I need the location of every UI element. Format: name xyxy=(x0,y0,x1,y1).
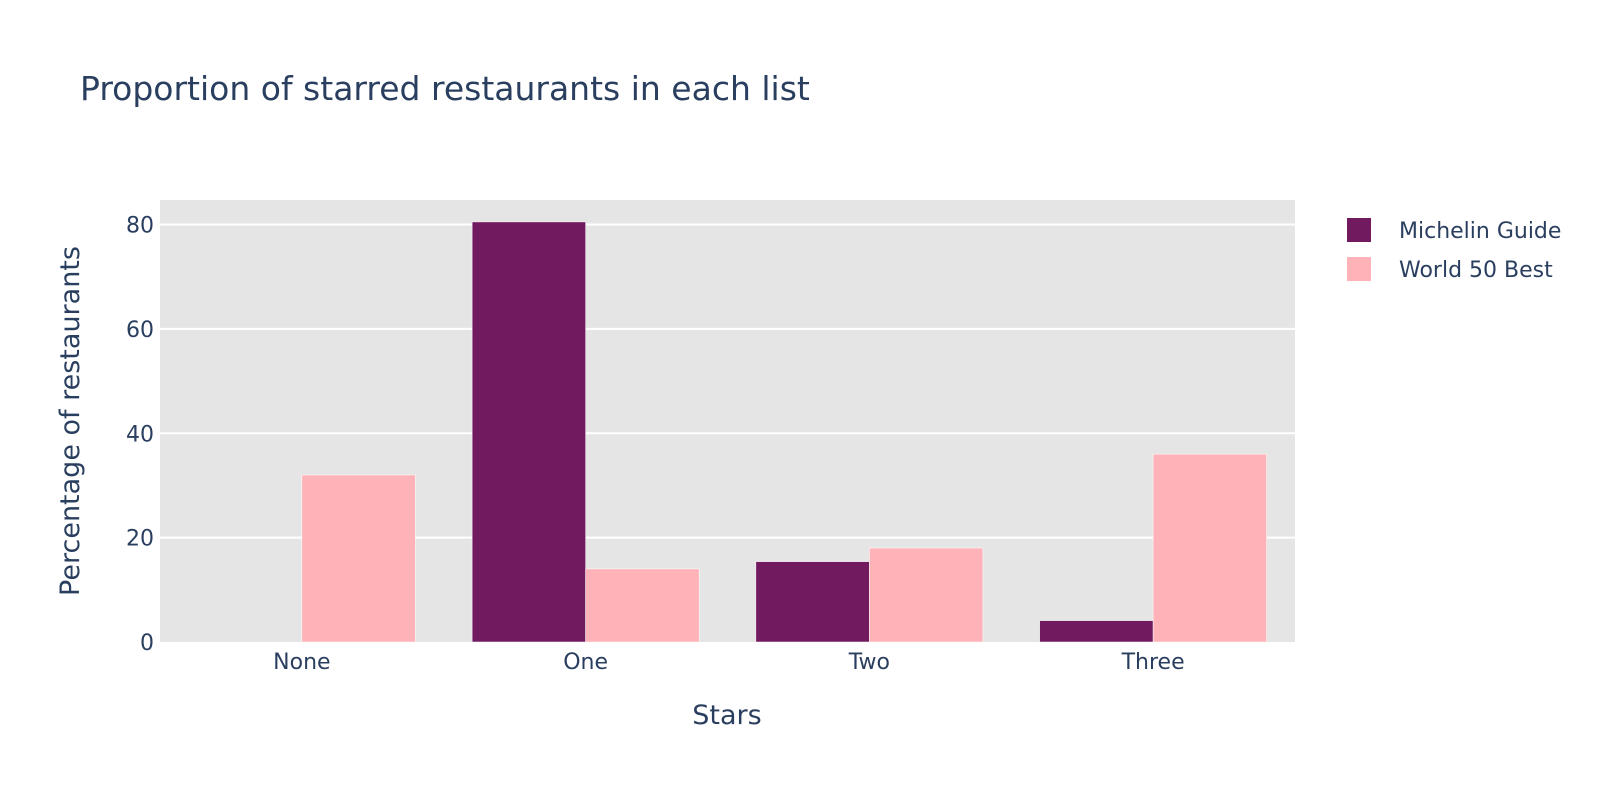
legend-label: Michelin Guide xyxy=(1399,219,1561,244)
legend-item-michelin-guide[interactable]: Michelin Guide xyxy=(1347,218,1561,244)
bar-michelin-guide-two[interactable] xyxy=(755,561,870,643)
bar-world-50-best-one[interactable] xyxy=(585,568,700,643)
bar-world-50-best-none[interactable] xyxy=(301,474,416,643)
y-tick-label: 40 xyxy=(126,422,154,447)
legend-item-world-50-best[interactable]: World 50 Best xyxy=(1347,257,1553,283)
y-tick-label: 60 xyxy=(126,318,154,343)
y-tick-label: 0 xyxy=(140,631,154,656)
legend-swatch xyxy=(1347,257,1371,281)
x-tick-label: None xyxy=(273,650,330,675)
bar-world-50-best-two[interactable] xyxy=(869,547,984,643)
chart-title: Proportion of starred restaurants in eac… xyxy=(80,69,810,108)
bars xyxy=(301,221,1267,643)
x-tick-label: Two xyxy=(848,650,890,675)
y-tick-labels: 0 20 40 60 80 xyxy=(126,214,154,656)
legend-swatch xyxy=(1347,218,1371,242)
x-tick-label: One xyxy=(563,650,608,675)
y-axis-title: Percentage of restaurants xyxy=(55,246,86,596)
bar-michelin-guide-three[interactable] xyxy=(1039,620,1154,643)
legend-label: World 50 Best xyxy=(1399,258,1553,283)
legend[interactable]: Michelin Guide World 50 Best xyxy=(1347,218,1561,283)
x-tick-label: Three xyxy=(1121,650,1185,675)
bar-world-50-best-three[interactable] xyxy=(1152,453,1267,643)
y-tick-label: 20 xyxy=(126,527,154,552)
x-axis-title: Stars xyxy=(692,700,761,731)
bar-michelin-guide-one[interactable] xyxy=(471,221,586,643)
x-tick-labels: None One Two Three xyxy=(273,650,1184,675)
y-tick-label: 80 xyxy=(126,214,154,239)
